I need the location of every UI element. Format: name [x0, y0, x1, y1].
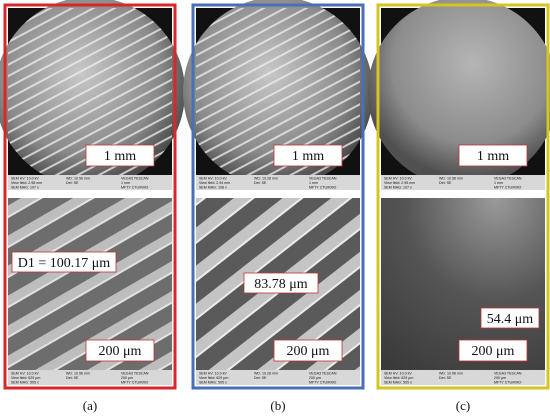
info-text: View field: 2.98 mm [11, 181, 42, 185]
scale-box [458, 339, 528, 362]
info-text: SEM MAG: 505 x [384, 381, 412, 385]
measurement-label: D1 = 100.17 μm [18, 256, 111, 271]
info-text: VEGA3 TESCAN [494, 177, 522, 181]
info-text: MFTY CTU/KMO [494, 186, 521, 190]
info-text: VEGA3 TESCAN [494, 372, 522, 376]
info-text: 1 mm [494, 181, 503, 185]
info-text: 1 mm [309, 181, 318, 185]
info-bar [8, 370, 172, 385]
info-text: WD: 10.56 mm [66, 372, 90, 376]
info-text: 200 μm [309, 376, 321, 380]
measurement-box [11, 251, 117, 273]
info-bar [196, 175, 360, 190]
info-bar [8, 175, 172, 190]
scale-box [85, 144, 155, 167]
info-text: WD: 10.56 mm [439, 177, 463, 181]
panel-caption: (a) [83, 398, 97, 413]
info-text: WD: 10.56 mm [66, 177, 90, 181]
info-text: View field: 629 μm [11, 376, 40, 380]
info-text: Det: SE [254, 181, 267, 185]
info-text: 1 mm [121, 181, 130, 185]
info-text: MFTY CTU/KMO [121, 381, 148, 385]
info-text: MFTY CTU/KMO [309, 186, 336, 190]
info-text: SEM MAG: 107 x [384, 186, 412, 190]
info-text: SEM HV: 10.0 kV [384, 177, 412, 181]
info-text: View field: 629 μm [384, 376, 413, 380]
info-text: WD: 10.28 mm [254, 372, 278, 376]
info-text: WD: 10.28 mm [254, 177, 278, 181]
info-bar [381, 175, 545, 190]
info-text: Det: SE [66, 376, 79, 380]
info-text: View field: 2.94 mm [199, 181, 230, 185]
info-text: MFTY CTU/KMO [121, 186, 148, 190]
info-text: SEM HV: 10.0 kV [199, 372, 227, 376]
panel-frame [376, 3, 550, 390]
scale-box [273, 339, 343, 362]
sample-disc [368, 0, 550, 187]
scale-box [273, 144, 343, 167]
scale-box [85, 339, 155, 362]
info-text: WD: 10.56 mm [439, 372, 463, 376]
scale-label: 200 μm [287, 344, 330, 359]
measurement-label: 83.78 μm [254, 277, 308, 292]
info-text: Det: SE [66, 181, 79, 185]
info-text: SEM HV: 10.0 kV [384, 372, 412, 376]
info-text: VEGA3 TESCAN [121, 372, 149, 376]
measurement-label: 54.4 μm [487, 312, 534, 327]
info-text: VEGA3 TESCAN [121, 177, 149, 181]
scale-label: 1 mm [104, 149, 136, 164]
info-text: SEM MAG: 108 x [199, 186, 227, 190]
scale-label: 1 mm [292, 149, 324, 164]
scale-label: 1 mm [477, 149, 509, 164]
measurement-box [480, 307, 540, 329]
info-text: Det: SE [254, 376, 267, 380]
panel-frame [3, 3, 177, 390]
info-text: VEGA3 TESCAN [309, 177, 337, 181]
info-bar [381, 370, 545, 385]
scale-label: 200 μm [472, 344, 515, 359]
info-text: SEM MAG: 107 x [11, 186, 39, 190]
panel-frame [191, 3, 365, 390]
info-text: SEM MAG: 505 x [11, 381, 39, 385]
panel-caption: (b) [270, 398, 285, 413]
info-text: View field: 629 μm [199, 376, 228, 380]
info-bar [196, 370, 360, 385]
info-text: Det: SE [439, 376, 452, 380]
info-text: 200 μm [494, 376, 506, 380]
info-text: MFTY CTU/KMO [494, 381, 521, 385]
info-text: VEGA3 TESCAN [309, 372, 337, 376]
info-text: Det: SE [439, 181, 452, 185]
info-text: SEM HV: 10.0 kV [11, 372, 39, 376]
info-text: SEM MAG: 505 x [199, 381, 227, 385]
info-text: MFTY CTU/KMO [309, 381, 336, 385]
info-text: SEM HV: 10.0 kV [11, 177, 39, 181]
panel-caption: (c) [456, 398, 470, 413]
measurement-box [243, 272, 319, 294]
info-text: 200 μm [121, 376, 133, 380]
info-text: SEM HV: 10.0 kV [199, 177, 227, 181]
scale-box [458, 144, 528, 167]
scale-label: 200 μm [99, 344, 142, 359]
info-text: View field: 2.95 mm [384, 181, 415, 185]
